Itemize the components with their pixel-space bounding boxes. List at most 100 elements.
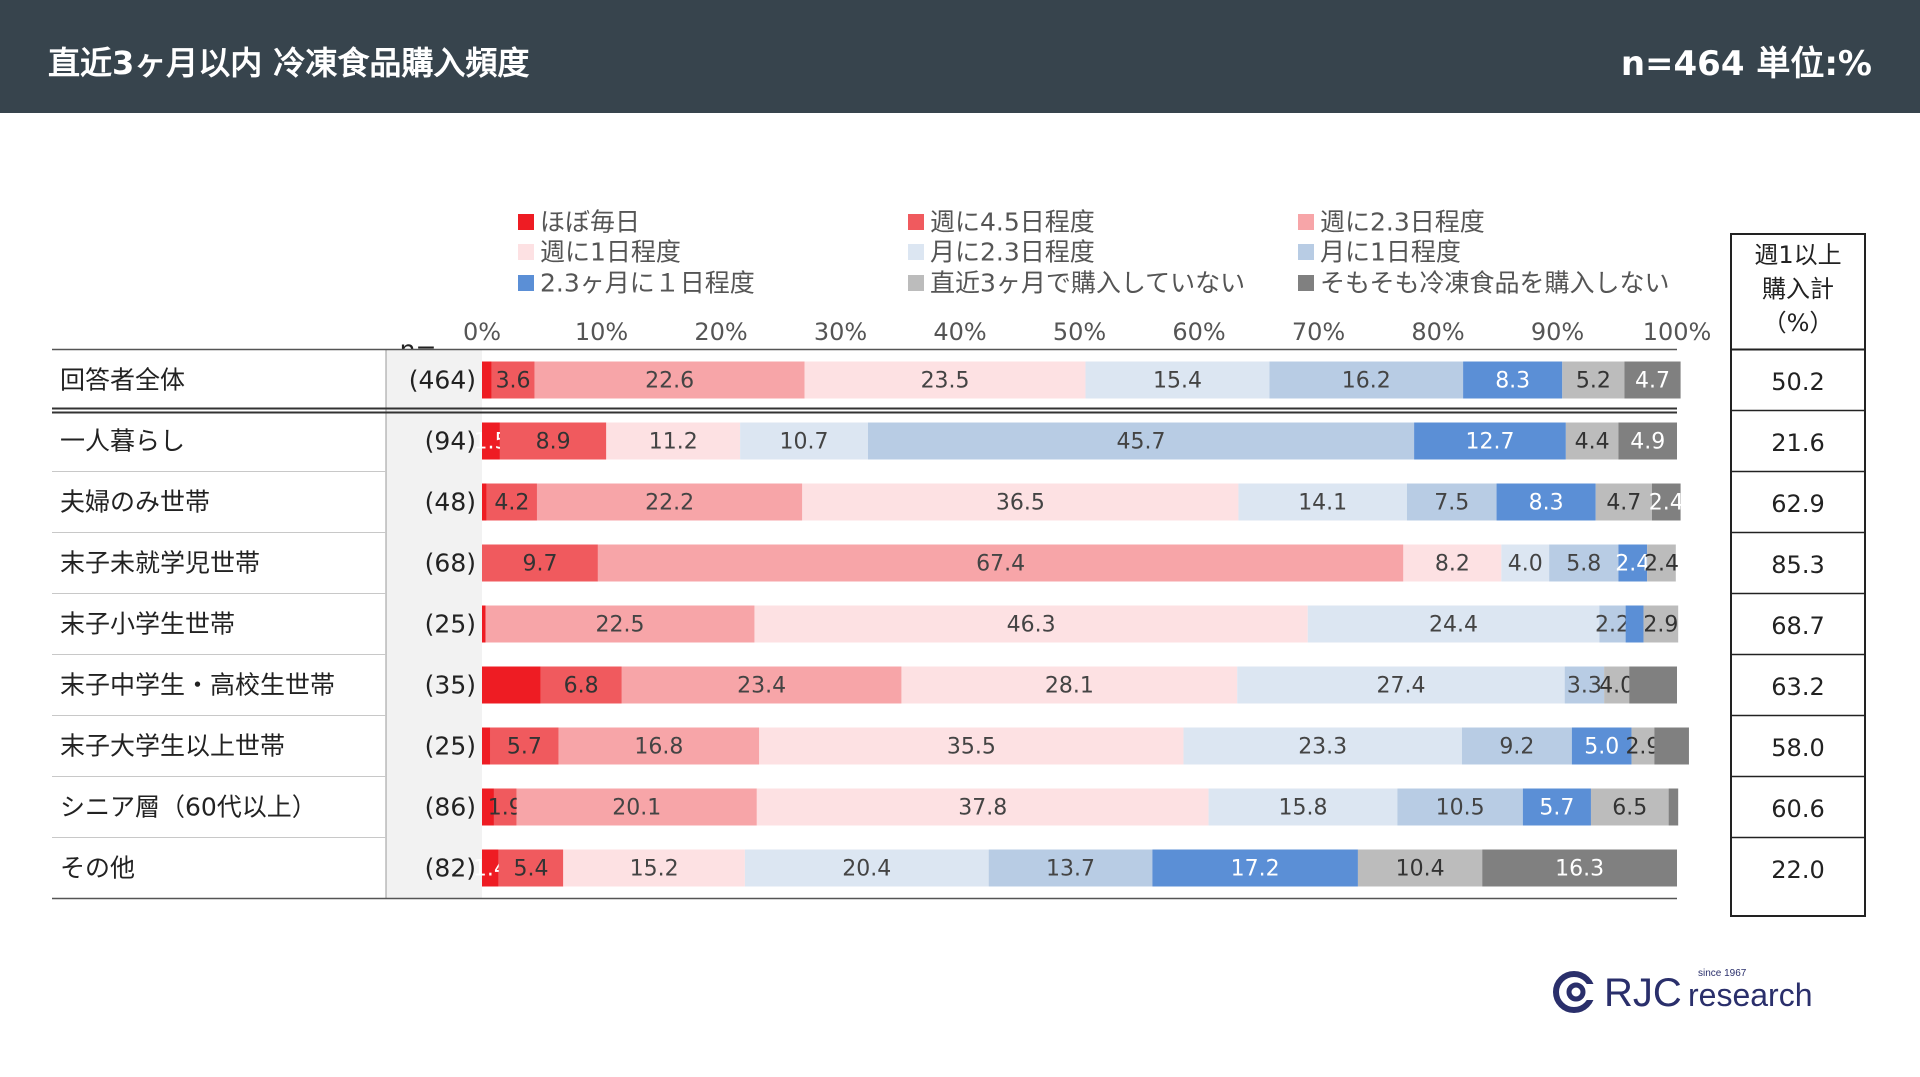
legend-swatch — [1298, 244, 1314, 260]
data-label: 15.2 — [630, 857, 679, 882]
bar-segment — [756, 788, 1209, 826]
data-label: 7.5 — [1434, 491, 1469, 516]
bar-segment — [493, 788, 517, 826]
data-label: 3.6 — [496, 369, 531, 394]
data-label: 2.4 — [1615, 552, 1650, 577]
category-label: シニア層（60代以上） — [60, 793, 317, 822]
bar-segment — [1152, 849, 1358, 887]
data-label: 16.8 — [634, 735, 683, 760]
summary-box — [1730, 233, 1866, 917]
bar-segment — [1604, 666, 1630, 704]
logo-icon: RJC research since 1967 — [1553, 968, 1813, 1015]
x-tick-label: 90% — [1531, 318, 1584, 346]
data-label: 15.8 — [1278, 796, 1327, 821]
bar-segment — [988, 849, 1153, 887]
bar-segment — [482, 788, 494, 826]
bars: 3.6 22.6 23.5 15.4 16.2 8.3 5.2 4.71.5 8.9 11.2 10… — [473, 361, 1689, 887]
bar-segment — [1595, 483, 1652, 521]
bar-segment — [536, 483, 803, 521]
data-label: 2.4 — [1649, 491, 1684, 516]
x-tick-label: 60% — [1172, 318, 1225, 346]
bar-segment — [597, 544, 1404, 582]
bar-segment — [744, 849, 989, 887]
legend-label: そもそも冷凍食品を購入しない — [1320, 269, 1670, 298]
data-label: 5.7 — [1539, 796, 1574, 821]
legend-swatch — [518, 275, 534, 291]
x-tick-label: 30% — [814, 318, 867, 346]
bar-segment — [1463, 361, 1563, 399]
data-label: 27.4 — [1376, 674, 1425, 699]
bar-segment — [558, 727, 760, 765]
bar-segment — [498, 849, 564, 887]
bar-segment — [1085, 361, 1270, 399]
data-label: 8.2 — [1435, 552, 1470, 577]
bar-segment — [1238, 483, 1407, 521]
page-title: 直近3ヶ月以内 冷凍食品購入頻度 — [48, 44, 530, 82]
n-value: (86) — [425, 793, 476, 822]
x-tick-label: 20% — [694, 318, 747, 346]
bar-segment — [1654, 727, 1689, 765]
summary-value: 60.6 — [1771, 795, 1824, 823]
bar-segment — [1624, 361, 1681, 399]
summary-value: 21.6 — [1771, 429, 1824, 457]
bar-segment — [1651, 483, 1681, 521]
n-value: (25) — [425, 610, 476, 639]
summary-header: 購入計 — [1762, 275, 1834, 303]
bar-segment — [499, 422, 607, 460]
category-label: 一人暮らし — [60, 427, 185, 456]
category-label: 夫婦のみ世帯 — [60, 488, 210, 517]
data-label: 5.2 — [1576, 369, 1611, 394]
bar-segment — [1522, 788, 1591, 826]
data-label: 22.2 — [645, 491, 694, 516]
bar-segment — [1461, 727, 1572, 765]
n-value: (464) — [409, 366, 476, 395]
bar-segment — [804, 361, 1086, 399]
x-tick-label: 40% — [933, 318, 986, 346]
data-label: 2.2 — [1595, 613, 1630, 638]
x-tick-label: 50% — [1053, 318, 1106, 346]
legend-label: 月に1日程度 — [1320, 238, 1461, 267]
data-label: 16.3 — [1555, 857, 1604, 882]
bar-segment — [491, 361, 535, 399]
bar-segment — [754, 605, 1308, 643]
x-tick-label: 10% — [575, 318, 628, 346]
category-label: 末子小学生世帯 — [60, 610, 235, 639]
bar-segment — [485, 605, 755, 643]
summary-value: 58.0 — [1771, 734, 1824, 762]
data-label: 6.8 — [564, 674, 599, 699]
n-column-bg — [386, 349, 482, 899]
legend-swatch — [518, 244, 534, 260]
n-value: (94) — [425, 427, 476, 456]
bar-segment — [1631, 727, 1655, 765]
legend-label: 週に4.5日程度 — [930, 208, 1095, 237]
data-label: 8.3 — [1495, 369, 1530, 394]
bar-segment — [1629, 666, 1677, 704]
n-value: (25) — [425, 732, 476, 761]
x-tick-label: 80% — [1411, 318, 1464, 346]
data-label: 17.2 — [1231, 857, 1280, 882]
data-label: 11.2 — [649, 430, 698, 455]
data-label: 24.4 — [1429, 613, 1478, 638]
category-table: 回答者全体 (464) 一人暮らし (94) 夫婦のみ世帯 (48) 末子未就学児世帯 (68… — [52, 348, 1677, 900]
n-value: (35) — [425, 671, 476, 700]
bar-segment — [606, 422, 741, 460]
data-label: 23.5 — [921, 369, 970, 394]
bar-segment — [482, 605, 486, 643]
bar-segment — [1208, 788, 1398, 826]
data-label: 10.5 — [1436, 796, 1485, 821]
summary-value: 68.7 — [1771, 612, 1824, 640]
bar-segment — [1564, 666, 1605, 704]
data-label: 22.5 — [596, 613, 645, 638]
summary-header: 週1以上 — [1754, 241, 1841, 269]
category-label: 回答者全体 — [60, 366, 185, 395]
bar-segment — [482, 361, 492, 399]
bar-segment — [901, 666, 1238, 704]
bar-segment — [1599, 605, 1626, 643]
data-label: 4.7 — [1606, 491, 1641, 516]
summary-header: （%） — [1763, 309, 1834, 337]
bar-segment — [516, 788, 757, 826]
bar-segment — [482, 483, 487, 521]
data-label: 4.9 — [1630, 430, 1665, 455]
